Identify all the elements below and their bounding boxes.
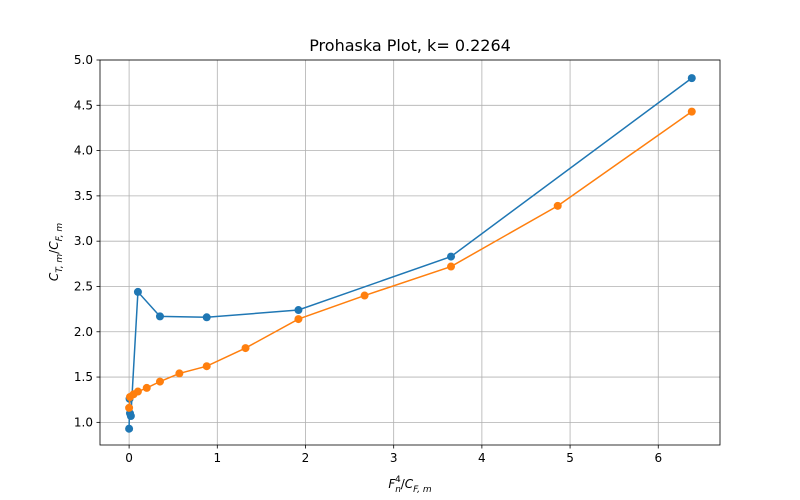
data-point [294,315,303,324]
data-point [133,387,142,396]
data-point [125,424,134,433]
x-tick-label: 1 [213,451,221,465]
y-axis-label: CT, m/CF, m [47,223,65,281]
axis-ticks: 0 1 2 3 4 5 6 1.0 1.5 2.0 2.5 3.0 3.5 4.0 4.5 5.0 [74,53,662,465]
x-tick-label: 6 [654,451,662,465]
x-tick-label: 4 [478,451,486,465]
plot-area-frame [99,59,721,446]
x-tick-label: 5 [566,451,574,465]
y-tick-label: 4.5 [74,98,93,112]
data-point [202,362,211,371]
grid-lines [100,59,720,445]
data-point [175,369,184,378]
data-series [125,74,696,433]
y-tick-label: 2.5 [74,279,93,293]
data-point [447,262,456,271]
data-point [360,291,369,300]
y-tick-label: 4.0 [74,144,93,158]
data-point [687,74,696,83]
y-tick-label: 1.5 [74,370,93,384]
x-tick-label: 0 [125,451,133,465]
data-point [155,377,164,386]
data-point [202,313,211,322]
data-point [125,403,134,412]
y-tick-label: 5.0 [74,53,93,67]
data-point [126,412,135,421]
data-point [447,252,456,261]
data-point [142,383,151,392]
x-tick-label: 3 [390,451,398,465]
data-point [133,287,142,296]
data-point [241,344,250,353]
y-tick-label: 3.0 [74,234,93,248]
x-axis-label: Fn4/CF, m [388,475,432,495]
x-tick-label: 2 [302,451,310,465]
y-tick-label: 2.0 [74,325,93,339]
data-point [553,201,562,210]
y-tick-label: 1.0 [74,415,93,429]
chart-title: Prohaska Plot, k= 0.2264 [309,36,511,55]
data-point [294,306,303,315]
y-tick-label: 3.5 [74,189,93,203]
series-2 [125,107,696,412]
data-point [155,312,164,321]
data-point [687,107,696,116]
